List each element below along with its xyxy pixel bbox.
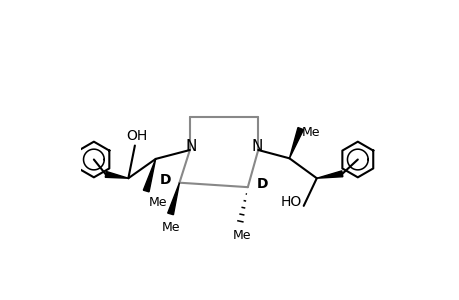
Text: OH: OH xyxy=(126,129,148,142)
Polygon shape xyxy=(105,171,128,178)
Text: D: D xyxy=(159,173,171,187)
Polygon shape xyxy=(289,128,303,158)
Text: Me: Me xyxy=(149,196,167,209)
Text: Me: Me xyxy=(162,221,180,234)
Text: Me: Me xyxy=(302,126,320,139)
Polygon shape xyxy=(316,171,342,178)
Text: N: N xyxy=(185,139,196,154)
Text: HO: HO xyxy=(280,195,302,209)
Text: N: N xyxy=(251,139,262,154)
Polygon shape xyxy=(168,183,179,215)
Polygon shape xyxy=(143,159,155,192)
Text: D: D xyxy=(256,177,267,190)
Text: Me: Me xyxy=(232,229,251,242)
